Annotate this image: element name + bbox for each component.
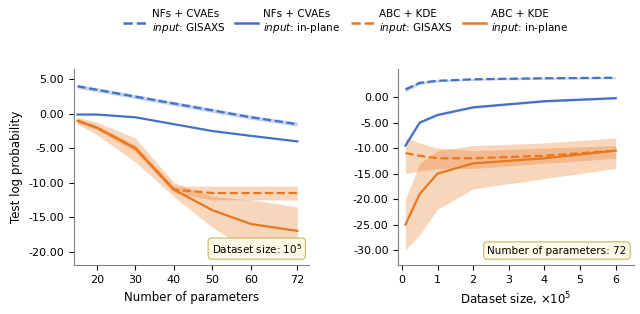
Legend: NFs + CVAEs
$\it{input}$: GISAXS, NFs + CVAEs
$\it{input}$: in-plane, ABC + KDE
: NFs + CVAEs $\it{input}$: GISAXS, NFs + … [119,5,572,40]
Y-axis label: Test log probability: Test log probability [10,111,22,223]
Text: Number of parameters: 72: Number of parameters: 72 [487,246,627,256]
Text: Dataset size: $10^5$: Dataset size: $10^5$ [212,242,302,256]
X-axis label: Dataset size, $\times10^5$: Dataset size, $\times10^5$ [460,291,572,308]
X-axis label: Number of parameters: Number of parameters [124,291,259,304]
